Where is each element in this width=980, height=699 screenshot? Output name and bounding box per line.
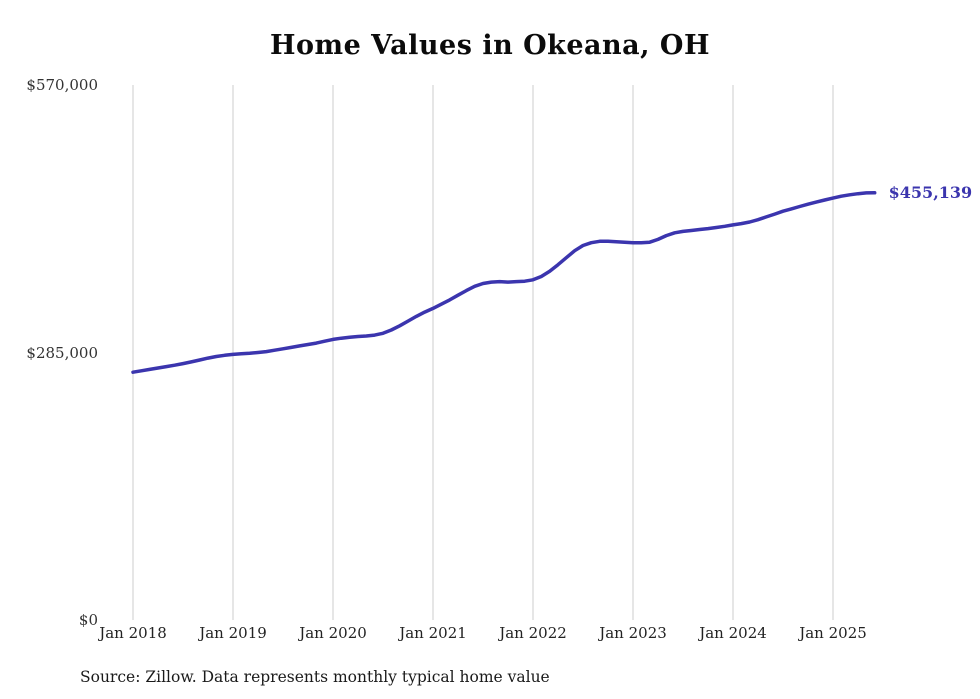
x-tick-label: Jan 2024 [699, 624, 767, 642]
y-tick-label: $570,000 [26, 76, 98, 94]
home-value-line [131, 191, 877, 374]
x-tick-label: Jan 2020 [299, 624, 367, 642]
x-tick-label: Jan 2018 [99, 624, 167, 642]
final-value-label: $455,139 [888, 182, 973, 202]
y-tick-label: $0 [78, 611, 98, 629]
x-tick-label: Jan 2023 [599, 624, 667, 642]
x-tick-label: Jan 2025 [799, 624, 867, 642]
x-tick-label: Jan 2021 [399, 624, 467, 642]
source-note: Source: Zillow. Data represents monthly … [80, 668, 550, 686]
x-tick-label: Jan 2022 [499, 624, 567, 642]
x-tick-label: Jan 2019 [199, 624, 267, 642]
y-tick-label: $285,000 [26, 343, 98, 362]
chart-title: Home Values in Okeana, OH [270, 30, 710, 61]
